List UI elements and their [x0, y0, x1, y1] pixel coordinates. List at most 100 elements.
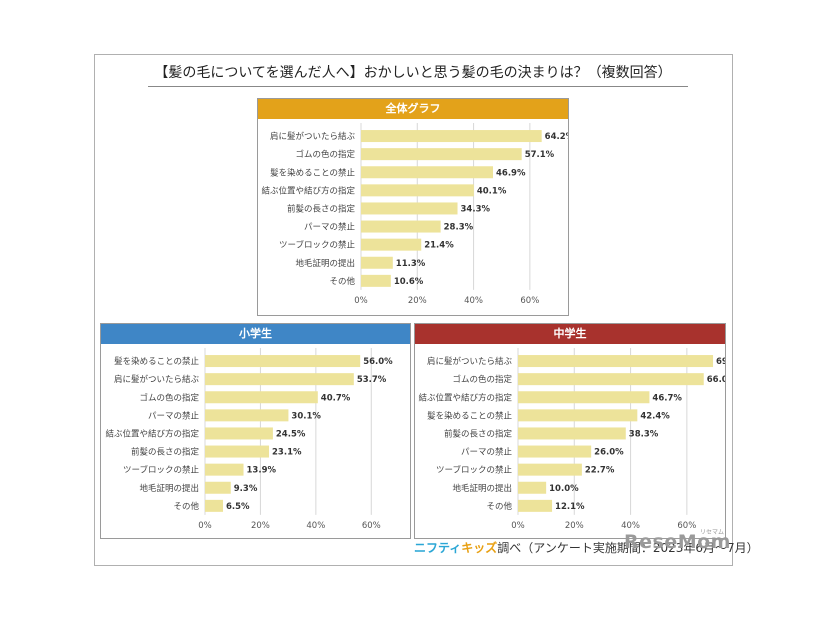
panel-elementary: 小学生 0% 20% 40% 60% 髪を染めることの禁止 56.0% 肩に髪がついたら結ぶ… — [100, 323, 411, 539]
x-tick-label: 60% — [362, 521, 381, 531]
x-tick-label: 60% — [677, 521, 696, 531]
category-label: ツーブロックの禁止 — [123, 465, 199, 476]
bar — [518, 391, 650, 404]
bar — [518, 445, 592, 458]
value-label: 56.0% — [363, 357, 393, 367]
title-underline — [148, 86, 688, 87]
value-label: 9.3% — [234, 484, 258, 494]
category-label: 結ぶ位置や結び方の指定 — [105, 428, 199, 439]
bar — [361, 220, 441, 233]
bar — [205, 463, 244, 476]
x-tick-label: 0% — [511, 521, 525, 531]
category-label: 前髪の長さの指定 — [287, 203, 356, 214]
x-tick-label: 20% — [408, 296, 427, 306]
survey-period-text: 調べ（アンケート実施期間：2023年6月～7月） — [497, 541, 759, 555]
value-label: 28.3% — [444, 223, 474, 233]
bar — [205, 391, 318, 404]
category-label: 結ぶ位置や結び方の指定 — [418, 392, 512, 403]
bar — [361, 130, 542, 143]
x-tick-label: 60% — [520, 296, 539, 306]
value-label: 66.0% — [707, 375, 725, 385]
category-label: パーマの禁止 — [304, 222, 356, 233]
x-tick-label: 40% — [306, 521, 325, 531]
category-label: その他 — [329, 276, 355, 287]
chart-elementary: 0% 20% 40% 60% 髪を染めることの禁止 56.0% 肩に髪がついたら結ぶ 53.7… — [105, 348, 393, 531]
value-label: 46.7% — [652, 393, 682, 403]
category-label: ゴムの色の指定 — [139, 392, 199, 403]
category-label: 地毛証明の提出 — [295, 258, 355, 269]
x-tick-label: 40% — [621, 521, 640, 531]
category-label: 結ぶ位置や結び方の指定 — [261, 185, 355, 196]
x-tick-label: 0% — [198, 521, 212, 531]
x-tick-label: 20% — [251, 521, 270, 531]
bar — [518, 499, 553, 512]
panel-header-elementary: 小学生 — [101, 324, 410, 344]
page-title: 【髪の毛についてを選んだ人へ】おかしいと思う髪の毛の決まりは？（複数回答） — [154, 65, 672, 81]
x-tick-label: 0% — [354, 296, 368, 306]
value-label: 42.4% — [640, 411, 670, 421]
value-label: 40.7% — [321, 393, 351, 403]
value-label: 40.1% — [477, 186, 507, 196]
bar — [361, 202, 458, 215]
category-label: 地毛証明の提出 — [452, 483, 512, 494]
category-label: ツーブロックの禁止 — [436, 465, 512, 476]
bar — [361, 184, 474, 197]
bar — [205, 409, 289, 422]
bar — [518, 481, 547, 494]
bar — [205, 427, 273, 440]
brand-name-part2: キッズ — [461, 541, 498, 555]
value-label: 69.3% — [716, 357, 725, 367]
value-label: 10.6% — [394, 277, 424, 287]
value-label: 57.1% — [525, 150, 555, 160]
category-label: 地毛証明の提出 — [139, 483, 199, 494]
value-label: 11.3% — [396, 259, 426, 269]
bar — [518, 373, 704, 386]
bar — [205, 355, 361, 368]
value-label: 24.5% — [276, 429, 306, 439]
resemom-watermark-kana: リセマム — [700, 529, 725, 536]
bar — [205, 445, 270, 458]
value-label: 21.4% — [424, 241, 454, 251]
category-label: 肩に髪がついたら結ぶ — [270, 131, 356, 142]
category-label: 肩に髪がついたら結ぶ — [114, 374, 200, 385]
value-label: 30.1% — [291, 411, 321, 421]
category-label: 髪を染めることの禁止 — [427, 410, 512, 421]
value-label: 23.1% — [272, 448, 302, 458]
brand-name-part1: ニフティ — [414, 541, 462, 555]
panel-junior: 中学生 0% 20% 40% 60% 肩に髪がついたら結ぶ 69.3% ゴムの色の指定 66.… — [414, 323, 726, 539]
value-label: 34.3% — [461, 204, 491, 214]
category-label: その他 — [486, 501, 512, 512]
bar — [205, 373, 354, 386]
category-label: パーマの禁止 — [461, 447, 513, 458]
panel-overall: 全体グラフ 0% 20% 40% 60% 肩に髪がついたら結ぶ 64.2% ゴムの色の指定 5… — [257, 98, 569, 316]
category-label: ゴムの色の指定 — [295, 149, 355, 160]
x-tick-label: 40% — [464, 296, 483, 306]
bar — [518, 355, 714, 368]
x-tick-label: 20% — [565, 521, 584, 531]
bar — [205, 499, 224, 512]
category-label: ゴムの色の指定 — [452, 374, 512, 385]
chart-overall: 0% 20% 40% 60% 肩に髪がついたら結ぶ 64.2% ゴムの色の指定 57.1% 髪を… — [261, 123, 568, 306]
resemom-watermark: ReseMom — [624, 531, 731, 553]
category-label: 肩に髪がついたら結ぶ — [427, 356, 513, 367]
bar — [361, 238, 422, 251]
bar — [361, 274, 391, 287]
category-label: 髪を染めることの禁止 — [270, 167, 355, 178]
value-label: 26.0% — [594, 448, 624, 458]
bar — [518, 463, 582, 476]
category-label: パーマの禁止 — [148, 410, 200, 421]
category-label: ツーブロックの禁止 — [279, 240, 355, 251]
value-label: 12.1% — [555, 502, 585, 512]
value-label: 6.5% — [226, 502, 250, 512]
value-label: 13.9% — [247, 466, 277, 476]
value-label: 64.2% — [545, 132, 568, 142]
category-label: 前髪の長さの指定 — [131, 447, 200, 458]
source-footer: ニフティキッズ調べ（アンケート実施期間：2023年6月～7月） — [414, 539, 759, 556]
bar — [361, 148, 522, 161]
bar — [205, 481, 231, 494]
value-label: 10.0% — [549, 484, 579, 494]
bar — [361, 256, 393, 269]
bar — [518, 427, 626, 440]
category-label: 前髪の長さの指定 — [444, 428, 513, 439]
value-label: 38.3% — [629, 429, 659, 439]
